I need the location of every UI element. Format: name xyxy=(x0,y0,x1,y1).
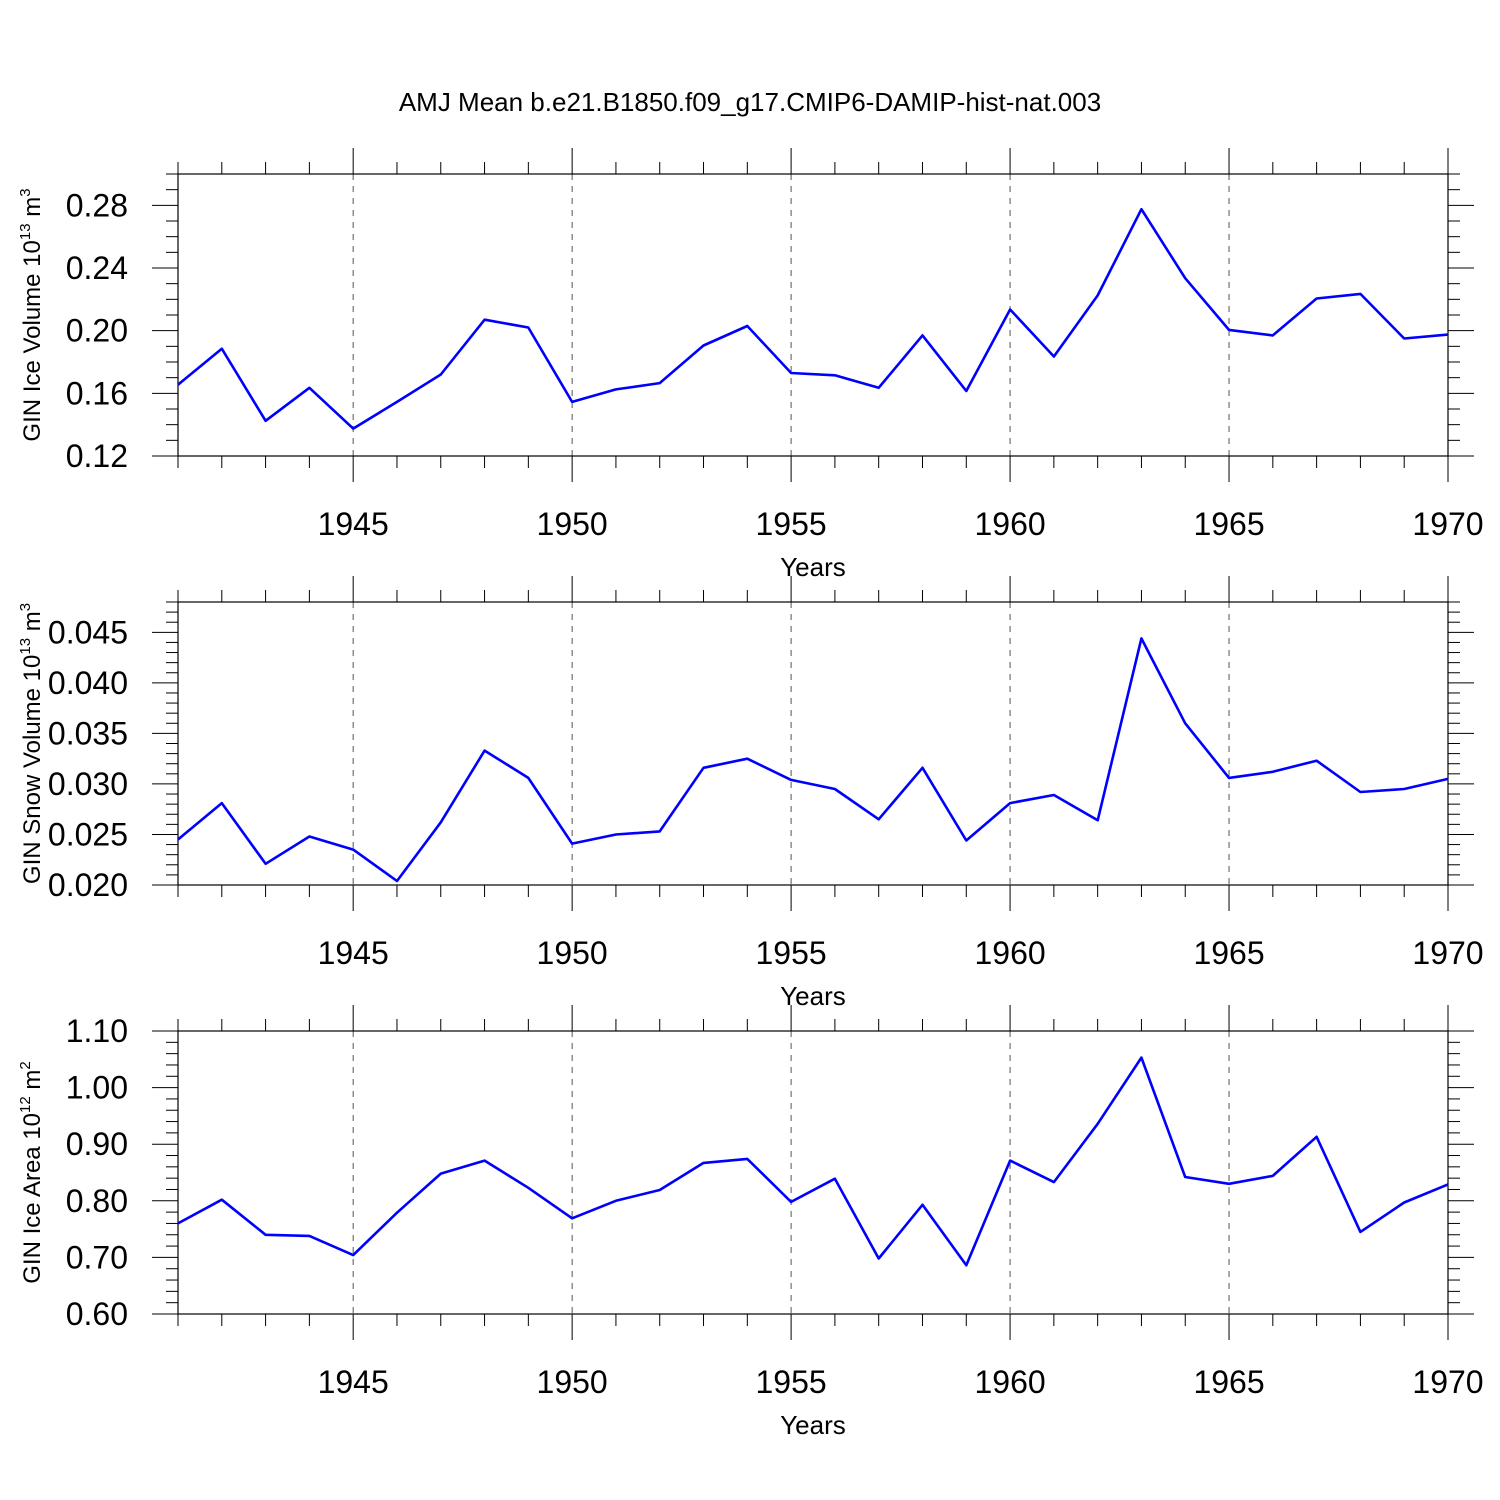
y-tick-label: 0.12 xyxy=(66,438,128,474)
figure-title: AMJ Mean b.e21.B1850.f09_g17.CMIP6-DAMIP… xyxy=(399,87,1101,117)
x-tick-label: 1945 xyxy=(318,506,389,542)
y-tick-label: 0.20 xyxy=(66,313,128,349)
x-tick-label: 1965 xyxy=(1193,935,1264,971)
x-axis-label: Years xyxy=(780,1410,846,1440)
y-tick-label: 1.10 xyxy=(66,1013,128,1049)
x-tick-label: 1965 xyxy=(1193,1364,1264,1400)
series-line-gin-ice-volume xyxy=(177,207,1449,430)
x-axis-label: Years xyxy=(780,552,846,582)
x-tick-label: 1945 xyxy=(318,935,389,971)
x-tick-label: 1955 xyxy=(756,935,827,971)
y-tick-label: 0.025 xyxy=(48,816,128,852)
y-tick-label: 0.80 xyxy=(66,1183,128,1219)
series-line-gin-snow-volume xyxy=(177,637,1449,883)
y-tick-label: 0.020 xyxy=(48,867,128,903)
y-axis-label: GIN Ice Volume 1013 m3 xyxy=(17,188,46,441)
x-tick-label: 1960 xyxy=(974,506,1045,542)
y-tick-label: 1.00 xyxy=(66,1070,128,1106)
x-tick-label: 1950 xyxy=(537,506,608,542)
x-tick-label: 1945 xyxy=(318,1364,389,1400)
x-tick-label: 1950 xyxy=(537,1364,608,1400)
x-tick-label: 1970 xyxy=(1412,935,1483,971)
y-axis-label: GIN Snow Volume 1013 m3 xyxy=(17,603,46,884)
y-axis-label: GIN Ice Area 1012 m2 xyxy=(17,1061,46,1283)
plot-frame xyxy=(177,173,1449,457)
y-tick-label: 0.24 xyxy=(66,250,128,286)
y-tick-label: 0.28 xyxy=(66,187,128,223)
y-tick-label: 0.045 xyxy=(48,614,128,650)
panels: 0.12 0.16 0.20 0.24 0.28 1945 1950 1955 1960 1965… xyxy=(17,148,1484,1440)
x-tick-label: 1960 xyxy=(974,1364,1045,1400)
chart-panel-3: 0.60 0.70 0.80 0.90 1.00 1.10 1945 1950 1955 1960… xyxy=(17,1005,1484,1440)
x-tick-label: 1970 xyxy=(1412,506,1483,542)
x-tick-label: 1965 xyxy=(1193,506,1264,542)
y-tick-label: 0.70 xyxy=(66,1239,128,1275)
y-tick-label: 0.030 xyxy=(48,766,128,802)
y-tick-label: 0.035 xyxy=(48,715,128,751)
y-tick-label: 0.60 xyxy=(66,1296,128,1332)
x-tick-label: 1950 xyxy=(537,935,608,971)
x-tick-label: 1955 xyxy=(756,506,827,542)
plot-frame xyxy=(177,601,1449,886)
series-line-gin-ice-area xyxy=(177,1056,1449,1267)
x-axis-label: Years xyxy=(780,981,846,1011)
chart-panel-2: 0.020 0.025 0.030 0.035 0.040 0.045 1945 1950 19… xyxy=(17,576,1484,1011)
y-tick-label: 0.040 xyxy=(48,665,128,701)
x-tick-label: 1955 xyxy=(756,1364,827,1400)
y-tick-label: 0.90 xyxy=(66,1126,128,1162)
x-tick-label: 1970 xyxy=(1412,1364,1483,1400)
plot-frame xyxy=(177,1030,1449,1315)
chart-panel-1: 0.12 0.16 0.20 0.24 0.28 1945 1950 1955 1960 1965… xyxy=(17,148,1484,582)
y-tick-label: 0.16 xyxy=(66,375,128,411)
x-tick-label: 1960 xyxy=(974,935,1045,971)
